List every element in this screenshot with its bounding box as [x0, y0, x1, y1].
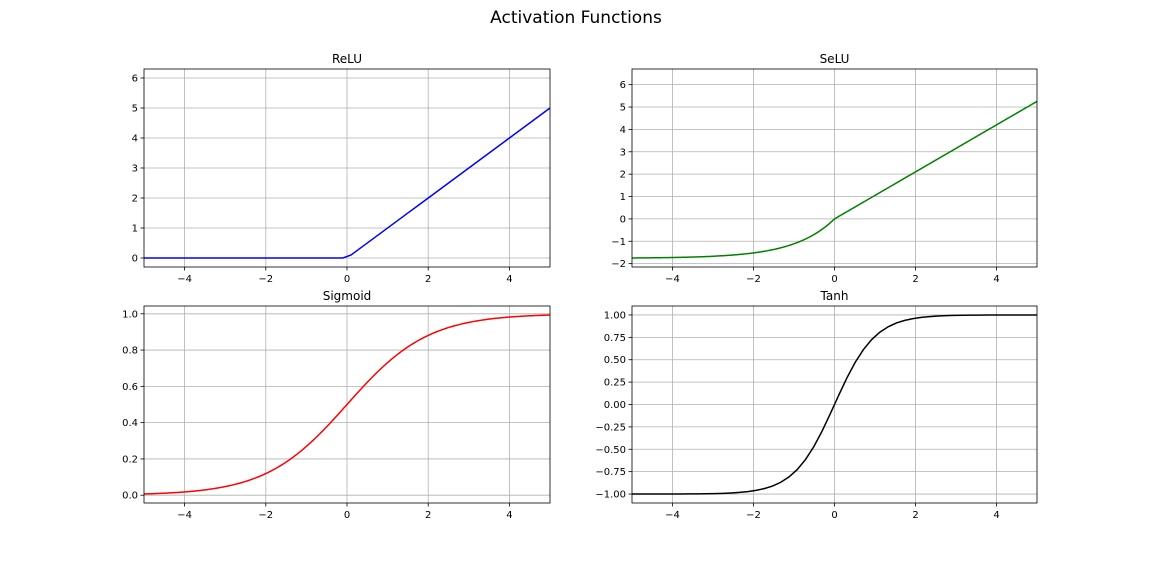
y-tick-label: 6: [132, 74, 138, 85]
x-tick-label: 0: [344, 274, 350, 285]
y-tick-label: 1.00: [604, 310, 626, 321]
chart-title: SeLU: [820, 52, 850, 66]
x-tick-label: 4: [506, 510, 512, 521]
chart-title: Tanh: [820, 289, 849, 303]
y-tick-label: 0.0: [122, 491, 138, 502]
y-tick-label: −0.50: [595, 445, 626, 456]
y-tick-label: 0.4: [122, 418, 138, 429]
series-line-tanh: [631, 314, 1038, 495]
x-tick-label: 2: [425, 274, 431, 285]
y-tick-label: 4: [620, 125, 626, 136]
chart-title: ReLU: [332, 52, 362, 66]
y-tick-label: 0.75: [604, 333, 626, 344]
y-tick-label: 0.8: [122, 346, 138, 357]
y-tick-label: 4: [132, 134, 138, 145]
chart-title: Sigmoid: [323, 289, 372, 303]
chart-panel-selu: −4 −2 0 2 4 −2 −1 0 1 2 3 4 5 6 SeLU: [611, 52, 1038, 285]
x-tick-label: −2: [258, 510, 273, 521]
y-tick-label: 0: [132, 254, 138, 265]
chart-panel-tanh: −4 −2 0 2 4 −1.00 −0.75 −0.50 −0.25 0.00 0.25 0.50 0…: [595, 289, 1038, 521]
y-tick-label: 1.0: [122, 309, 138, 320]
plot-frame: [143, 68, 551, 268]
x-tick-label: 4: [506, 274, 512, 285]
figure-title: Activation Functions: [490, 8, 662, 28]
x-tick-label: −2: [746, 510, 761, 521]
y-tick-label: 0.50: [604, 355, 626, 366]
x-tick-label: −2: [258, 274, 273, 285]
y-tick-label: 6: [620, 80, 626, 91]
series-line-sigmoid: [143, 314, 551, 495]
y-tick-label: 2: [132, 194, 138, 205]
y-tick-label: 5: [620, 103, 626, 114]
y-tick-label: 5: [132, 104, 138, 115]
y-tick-label: −1: [611, 237, 626, 248]
x-tick-label: −4: [665, 510, 680, 521]
y-tick-label: 1: [132, 224, 138, 235]
y-tick-label: 0.6: [122, 382, 138, 393]
chart-panel-sigmoid: −4 −2 0 2 4 0.0 0.2 0.4 0.6 0.8 1.0 Sigmoid: [122, 289, 551, 521]
plot-frame: [143, 305, 551, 504]
x-tick-label: −4: [177, 510, 192, 521]
series-line-selu: [631, 100, 1038, 259]
y-tick-label: 3: [620, 147, 626, 158]
x-tick-label: 4: [993, 510, 999, 521]
y-tick-label: 0.00: [604, 400, 626, 411]
x-tick-label: 0: [831, 274, 837, 285]
x-tick-label: −4: [177, 274, 192, 285]
x-tick-label: −2: [746, 274, 761, 285]
y-tick-label: −0.25: [595, 422, 626, 433]
y-tick-label: −0.75: [595, 467, 626, 478]
y-tick-label: 0.2: [122, 454, 138, 465]
plot-frame: [631, 68, 1038, 268]
x-tick-label: 0: [831, 510, 837, 521]
plot-frame: [631, 305, 1038, 504]
x-tick-label: 4: [993, 274, 999, 285]
x-tick-label: −4: [665, 274, 680, 285]
x-tick-label: 2: [912, 510, 918, 521]
y-tick-label: 1: [620, 192, 626, 203]
y-tick-label: −1.00: [595, 490, 626, 501]
x-tick-label: 0: [344, 510, 350, 521]
x-tick-label: 2: [912, 274, 918, 285]
x-tick-label: 2: [425, 510, 431, 521]
y-tick-label: 0.25: [604, 378, 626, 389]
y-tick-label: −2: [611, 259, 626, 270]
y-tick-label: 2: [620, 170, 626, 181]
y-tick-label: 0: [620, 214, 626, 225]
chart-panel-relu: −4 −2 0 2 4 0 1 2 3 4 5 6 ReLU: [132, 52, 551, 285]
y-tick-label: 3: [132, 164, 138, 175]
series-line-relu: [144, 107, 551, 259]
